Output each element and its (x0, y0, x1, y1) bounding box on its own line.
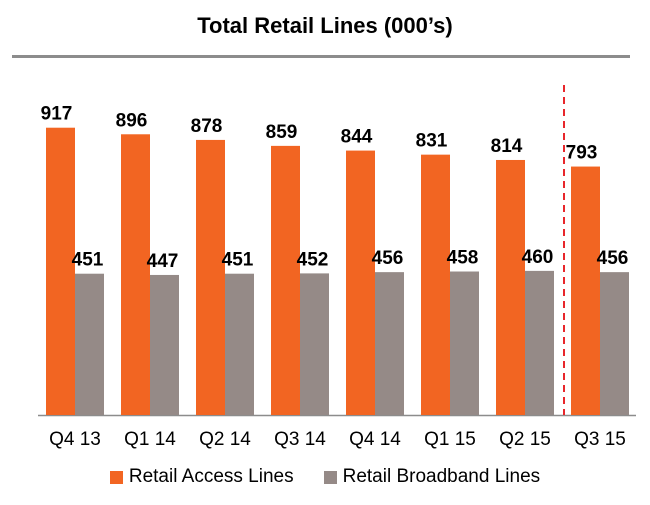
data-label-broadband-1: 447 (147, 251, 179, 272)
x-tick-label-3: Q3 14 (274, 429, 326, 450)
data-label-access-4: 844 (341, 127, 373, 148)
bar-broadband-0 (75, 273, 104, 415)
x-tick-label-0: Q4 13 (49, 429, 101, 450)
data-label-broadband-7: 456 (597, 248, 629, 269)
bar-access-5 (421, 154, 450, 415)
bar-broadband-5 (450, 271, 479, 415)
data-label-broadband-5: 458 (447, 248, 479, 269)
legend-label-broadband: Retail Broadband Lines (342, 466, 541, 487)
legend-label-access: Retail Access Lines (128, 466, 294, 487)
data-label-access-7: 793 (566, 143, 598, 164)
data-label-broadband-3: 452 (297, 249, 329, 270)
bar-access-4 (346, 150, 375, 415)
bar-broadband-1 (150, 274, 179, 415)
legend-item-access: Retail Access Lines (109, 466, 294, 488)
bar-access-7 (571, 166, 600, 415)
bar-broadband-6 (525, 270, 554, 415)
bar-access-2 (196, 139, 225, 415)
title-divider (12, 55, 630, 58)
bar-access-6 (496, 159, 525, 415)
x-tick-label-2: Q2 14 (199, 429, 251, 450)
data-label-access-2: 878 (191, 116, 223, 137)
bar-access-0 (46, 127, 75, 415)
data-label-access-0: 917 (41, 104, 73, 125)
data-label-broadband-0: 451 (72, 250, 104, 271)
bar-access-3 (271, 145, 300, 415)
data-label-broadband-2: 451 (222, 250, 254, 271)
bar-broadband-2 (225, 273, 254, 415)
legend-swatch-access (109, 470, 123, 484)
bar-chart: 917 451 Q4 13 896 447 Q1 14 878 451 Q2 14 859 452 Q… (38, 85, 636, 450)
x-tick-label-4: Q4 14 (349, 429, 401, 450)
chart-title: Total Retail Lines (000’s) (197, 13, 453, 38)
bar-broadband-7 (600, 272, 629, 415)
data-label-access-3: 859 (266, 122, 298, 143)
data-label-broadband-4: 456 (372, 248, 404, 269)
data-label-broadband-6: 460 (522, 247, 554, 268)
bar-broadband-3 (300, 273, 329, 415)
bar-broadband-4 (375, 272, 404, 415)
data-label-access-6: 814 (491, 136, 523, 157)
bar-access-1 (121, 134, 150, 415)
legend-item-broadband: Retail Broadband Lines (323, 466, 541, 488)
x-tick-label-5: Q1 15 (424, 429, 476, 450)
x-tick-label-6: Q2 15 (499, 429, 551, 450)
data-label-access-1: 896 (116, 110, 148, 131)
legend: Retail Access Lines Retail Broadband Lin… (0, 466, 650, 488)
x-tick-label-7: Q3 15 (574, 429, 626, 450)
data-label-access-5: 831 (416, 131, 448, 152)
x-tick-label-1: Q1 14 (124, 429, 176, 450)
legend-swatch-broadband (323, 470, 337, 484)
